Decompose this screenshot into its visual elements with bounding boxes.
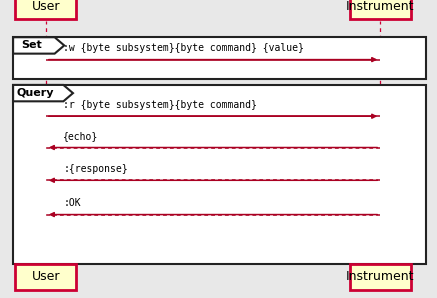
Bar [13,85,426,264]
Bar [15,264,76,290]
Bar [13,37,426,79]
Text: User: User [31,0,60,13]
Bar [15,0,76,19]
Text: User: User [31,271,60,283]
Text: Set: Set [21,41,42,50]
Text: :w {byte subsystem}{byte command} {value}: :w {byte subsystem}{byte command} {value… [63,43,304,53]
Polygon shape [13,85,73,101]
Text: Instrument: Instrument [346,271,414,283]
Bar [350,264,411,290]
Polygon shape [13,37,64,54]
Text: {echo}: {echo} [63,131,99,141]
Text: :OK: :OK [63,198,81,208]
Text: Query: Query [17,88,55,98]
Bar [350,0,411,19]
Text: :{response}: :{response} [63,164,128,174]
Text: :r {byte subsystem}{byte command}: :r {byte subsystem}{byte command} [63,100,257,110]
Text: Instrument: Instrument [346,0,414,13]
